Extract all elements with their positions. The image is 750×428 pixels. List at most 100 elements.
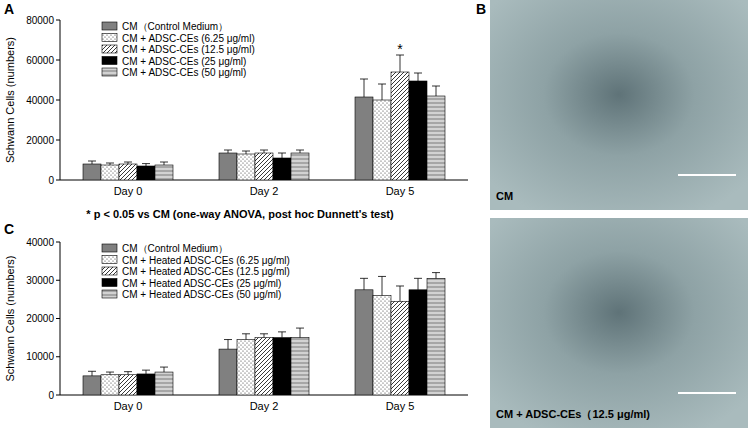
error-bar	[124, 372, 132, 375]
bar	[101, 165, 119, 180]
error-bar	[296, 328, 304, 338]
y-tick-label: 20000	[26, 135, 54, 146]
y-axis-title: Schwann Cells (numbers)	[4, 256, 16, 382]
bar	[83, 164, 101, 180]
scale-bar	[678, 174, 736, 176]
bar	[137, 374, 155, 395]
legend-swatch	[102, 256, 117, 264]
bars	[83, 55, 445, 180]
y-tick-label: 40000	[26, 95, 54, 106]
error-bar	[224, 340, 232, 350]
bar	[255, 338, 273, 395]
error-bar	[360, 278, 368, 289]
y-tick-label: 10000	[26, 351, 54, 362]
bar	[237, 154, 255, 180]
significance-mark: *	[397, 41, 403, 57]
bar	[373, 100, 391, 180]
legend-label: CM + ADSC-CEs (6.25 μg/ml)	[122, 33, 255, 44]
bar	[255, 153, 273, 180]
legend-label: CM + Heated ADSC-CEs (25 μg/ml)	[122, 278, 281, 289]
y-tick-label: 0	[48, 390, 54, 401]
bars	[83, 273, 445, 395]
legend-swatch	[102, 290, 117, 298]
bar	[427, 96, 445, 180]
bar	[391, 72, 409, 180]
figure: A020000400006000080000Schwann Cells (num…	[0, 0, 750, 428]
legend-label: CM（Control Medium）	[122, 243, 228, 254]
x-tick-label: Day 5	[386, 400, 415, 412]
error-bar	[378, 84, 386, 100]
panel-label: C	[4, 221, 14, 237]
y-tick	[56, 242, 60, 243]
y-axis-title: Schwann Cells (numbers)	[4, 37, 16, 163]
y-tick	[56, 318, 60, 319]
bar	[273, 338, 291, 395]
error-bar	[414, 73, 422, 81]
error-bar	[160, 367, 168, 372]
legend-swatch	[102, 68, 117, 76]
error-bar	[88, 371, 96, 376]
legend-label: CM + Heated ADSC-CEs (6.25 μg/ml)	[122, 255, 290, 266]
bar	[427, 278, 445, 395]
legend-swatch	[102, 244, 117, 252]
y-tick-label: 0	[48, 175, 54, 186]
bar	[237, 340, 255, 395]
bar	[355, 97, 373, 180]
error-bar	[224, 150, 232, 153]
bar	[219, 349, 237, 395]
legend-swatch	[102, 279, 117, 287]
error-bar	[106, 163, 114, 165]
y-tick-label: 80000	[26, 15, 54, 26]
bar	[155, 372, 173, 395]
y-tick	[56, 395, 60, 396]
legend-label: CM + ADSC-CEs (25 μg/ml)	[122, 56, 246, 67]
image-label: CM + ADSC-CEs（12.5 μg/ml)	[496, 408, 650, 421]
error-bar	[142, 370, 150, 374]
bar	[83, 376, 101, 395]
x-tick-label: Day 0	[114, 185, 143, 197]
bar	[119, 164, 137, 180]
legend-swatch	[102, 34, 117, 42]
bar	[409, 290, 427, 395]
y-tick	[56, 60, 60, 61]
error-bar	[414, 278, 422, 289]
legend-label: CM + Heated ADSC-CEs (12.5 μg/ml)	[122, 266, 290, 277]
error-bar	[260, 334, 268, 338]
bar	[355, 290, 373, 395]
y-tick	[56, 180, 60, 181]
panel-label: B	[476, 1, 486, 17]
legend-label: CM（Control Medium）	[122, 21, 228, 32]
legend: CM（Control Medium）CM + ADSC-CEs (6.25 μg…	[102, 21, 255, 78]
panel-label: A	[4, 1, 14, 17]
bar	[291, 153, 309, 180]
image-label: CM	[496, 190, 513, 202]
micrograph	[490, 218, 748, 428]
scale-bar	[678, 392, 736, 394]
y-tick-label: 20000	[26, 313, 54, 324]
legend-swatch	[102, 22, 117, 30]
error-bar	[360, 79, 368, 97]
x-tick-label: Day 2	[250, 400, 279, 412]
bar-chart: C010000200003000040000Schwann Cells (num…	[4, 221, 468, 412]
bar	[119, 375, 137, 395]
error-bar	[378, 276, 386, 295]
bar	[101, 375, 119, 395]
error-bar	[396, 55, 404, 72]
error-bar	[432, 86, 440, 96]
footnote: * p < 0.05 vs CM (one-way ANOVA, post ho…	[86, 208, 394, 220]
x-tick-label: Day 5	[386, 185, 415, 197]
y-tick	[56, 20, 60, 21]
error-bar	[278, 332, 286, 338]
micrograph	[490, 0, 748, 210]
error-bar	[142, 164, 150, 166]
x-tick-label: Day 0	[114, 400, 143, 412]
x-tick-label: Day 2	[250, 185, 279, 197]
image-panel: B CM CM + ADSC-CEs（12.5 μg/ml)	[476, 0, 748, 428]
error-bar	[296, 150, 304, 153]
legend-label: CM + ADSC-CEs (50 μg/ml)	[122, 67, 246, 78]
error-bar	[432, 273, 440, 279]
error-bar	[124, 162, 132, 164]
y-tick-label: 30000	[26, 275, 54, 286]
bar	[219, 153, 237, 180]
bar	[373, 296, 391, 395]
